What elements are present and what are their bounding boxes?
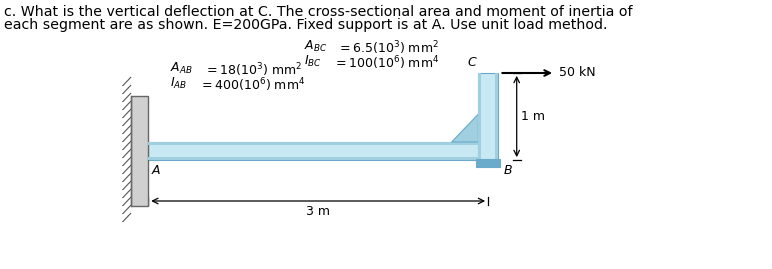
Text: C: C <box>468 56 476 69</box>
Text: $= 100(10^6)\ \mathrm{mm}^4$: $= 100(10^6)\ \mathrm{mm}^4$ <box>333 54 439 72</box>
Bar <box>479 73 481 160</box>
Bar <box>148 142 488 145</box>
Bar <box>476 159 500 167</box>
Text: each segment are as shown. E=200GPa. Fixed support is at A. Use unit load method: each segment are as shown. E=200GPa. Fix… <box>4 18 608 32</box>
Text: $= 400(10^6)\ \mathrm{mm}^4$: $= 400(10^6)\ \mathrm{mm}^4$ <box>199 76 306 94</box>
Bar <box>148 142 488 160</box>
Text: $I_{BC}$: $I_{BC}$ <box>304 54 322 69</box>
Text: $= 18(10^3)\ \mathrm{mm}^2$: $= 18(10^3)\ \mathrm{mm}^2$ <box>204 61 302 79</box>
Text: 3 m: 3 m <box>306 205 330 218</box>
Text: $A_{AB}$: $A_{AB}$ <box>171 61 193 76</box>
Text: c. What is the vertical deflection at C. The cross-sectional area and moment of : c. What is the vertical deflection at C.… <box>4 5 632 19</box>
Polygon shape <box>452 114 479 142</box>
Text: B: B <box>503 164 512 177</box>
Bar <box>495 73 498 160</box>
Text: $I_{AB}$: $I_{AB}$ <box>171 76 188 91</box>
Text: $A_{BC}$: $A_{BC}$ <box>304 39 327 54</box>
Text: A: A <box>151 164 160 177</box>
Bar <box>148 157 488 160</box>
Text: 1 m: 1 m <box>522 110 546 123</box>
Bar <box>131 96 148 206</box>
Text: $= 6.5(10^3)\ \mathrm{mm}^2$: $= 6.5(10^3)\ \mathrm{mm}^2$ <box>337 39 439 56</box>
Text: 50 kN: 50 kN <box>559 66 595 80</box>
Bar <box>479 73 498 160</box>
